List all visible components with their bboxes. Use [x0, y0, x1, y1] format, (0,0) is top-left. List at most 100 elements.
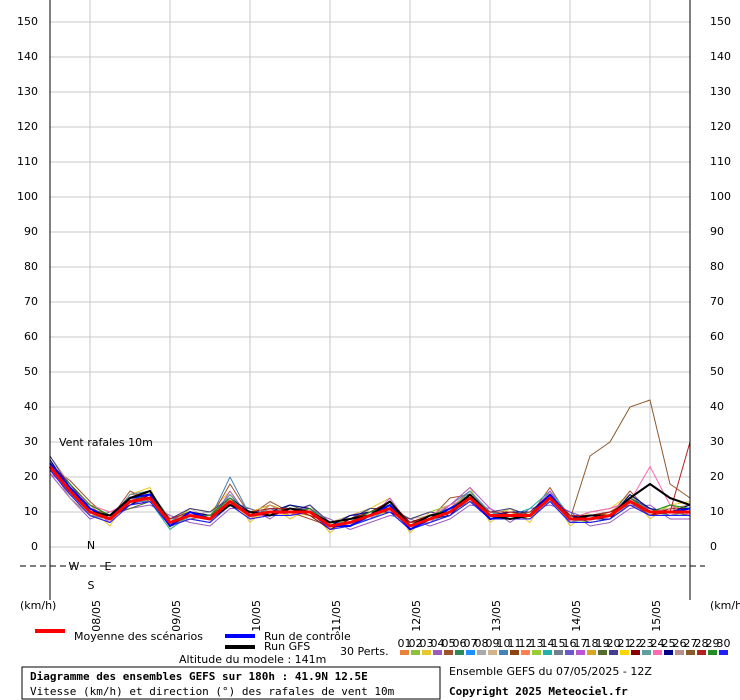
copyright: Copyright 2025 Meteociel.fr: [449, 685, 628, 698]
legend-swatch: [510, 650, 519, 655]
y-tick-label: 0: [31, 540, 38, 553]
legend-label: 06: [453, 637, 467, 650]
x-tick-label: 12/05: [410, 600, 423, 632]
legend-swatch: [576, 650, 585, 655]
x-tick-label: 15/05: [650, 600, 663, 632]
y-tick-label: 140: [710, 50, 731, 63]
x-tick-label: 09/05: [170, 600, 183, 632]
x-tick-label: 08/05: [90, 600, 103, 632]
legend-label: 28: [695, 637, 709, 650]
legend-swatch: [631, 650, 640, 655]
x-tick-label: 13/05: [490, 600, 503, 632]
legend-label: 08: [475, 637, 489, 650]
y-tick-label: 0: [710, 540, 717, 553]
y-tick-label: 80: [710, 260, 724, 273]
legend-label: 14: [541, 637, 555, 650]
legend-swatch: [488, 650, 497, 655]
y-tick-label: 120: [710, 120, 731, 133]
legend-swatch: [565, 650, 574, 655]
y-tick-label: 110: [710, 155, 731, 168]
legend-swatch: [521, 650, 530, 655]
compass-label: W: [69, 560, 80, 573]
legend-label: 25: [662, 637, 676, 650]
y-tick-label: 30: [24, 435, 38, 448]
grid: [50, 0, 690, 548]
legend-label: 18: [585, 637, 599, 650]
y-tick-label: 80: [24, 260, 38, 273]
series-line: [49, 469, 690, 530]
x-tick-label: 14/05: [570, 600, 583, 632]
y-tick-label: 100: [17, 190, 38, 203]
legend-label: 22: [629, 637, 643, 650]
annotation: Vent rafales 10m: [59, 436, 153, 449]
y-tick-label: 10: [24, 505, 38, 518]
legend-label: 07: [464, 637, 478, 650]
legend-swatch: [708, 650, 717, 655]
legend-swatch: [400, 650, 409, 655]
legend-swatch: [675, 650, 684, 655]
y-tick-label: 20: [710, 470, 724, 483]
legend-swatch: [411, 650, 420, 655]
legend-swatch: [433, 650, 442, 655]
y-tick-label: 60: [710, 330, 724, 343]
legend-swatch: [609, 650, 618, 655]
legend-label: 03: [420, 637, 434, 650]
subtitle: Vitesse (km/h) et direction (°) des rafa…: [30, 685, 395, 698]
legend-label: 15: [552, 637, 566, 650]
y-tick-label: 30: [710, 435, 724, 448]
compass-label: N: [87, 539, 95, 552]
legend-swatch: [719, 650, 728, 655]
legend-swatch: [653, 650, 662, 655]
altitude: Altitude du modele : 141m: [179, 653, 326, 666]
y-tick-label: 150: [17, 15, 38, 28]
legend-label: Run GFS: [264, 640, 310, 653]
legend-label: 13: [530, 637, 544, 650]
y-tick-label: 90: [24, 225, 38, 238]
y-tick-label: 150: [710, 15, 731, 28]
y-tick-label: 40: [24, 400, 38, 413]
legend-label: Moyenne des scénarios: [74, 630, 203, 643]
legend-label: 10: [497, 637, 511, 650]
x-tick-label: 10/05: [250, 600, 263, 632]
perturbations-label: 30 Perts.: [340, 645, 389, 658]
x-tick-label: 11/05: [330, 600, 343, 632]
y-tick-label: 130: [17, 85, 38, 98]
legend-label: 27: [684, 637, 698, 650]
legend-label: 21: [618, 637, 632, 650]
legend-swatch: [686, 650, 695, 655]
y-tick-label: 40: [710, 400, 724, 413]
y-tick-label: 140: [17, 50, 38, 63]
legend-label: 19: [596, 637, 610, 650]
lines: [48, 399, 691, 534]
legend-swatch: [532, 650, 541, 655]
perturbation-legend: 0102030405060708091011121314151617181920…: [398, 637, 731, 655]
legend-label: 11: [508, 637, 522, 650]
legend-label: 17: [574, 637, 588, 650]
y-tick-label: 50: [24, 365, 38, 378]
legend-swatch: [554, 650, 563, 655]
legend-label: 29: [706, 637, 720, 650]
y-tick-label: 70: [710, 295, 724, 308]
title: Diagramme des ensembles GEFS sur 180h : …: [30, 670, 368, 683]
compass-label: E: [105, 560, 112, 573]
info-box: [21, 666, 441, 700]
y-tick-label: 130: [710, 85, 731, 98]
legend-label: 23: [640, 637, 654, 650]
legend-swatch: [422, 650, 431, 655]
y-tick-label: 100: [710, 190, 731, 203]
legend-label: 01: [398, 637, 412, 650]
compass-label: S: [88, 579, 95, 592]
legend-swatch: [620, 650, 629, 655]
legend-label: 05: [442, 637, 456, 650]
y-tick-label: 110: [17, 155, 38, 168]
legend-label: 16: [563, 637, 577, 650]
legend-swatch: [543, 650, 552, 655]
run-info: Ensemble GEFS du 07/05/2025 - 12Z: [449, 665, 652, 678]
y-tick-label: 60: [24, 330, 38, 343]
legend-label: 24: [651, 637, 665, 650]
legend-label: 12: [519, 637, 533, 650]
y-tick-label: 90: [710, 225, 724, 238]
legend-swatch: [477, 650, 486, 655]
y-unit-right: (km/h): [710, 599, 740, 612]
